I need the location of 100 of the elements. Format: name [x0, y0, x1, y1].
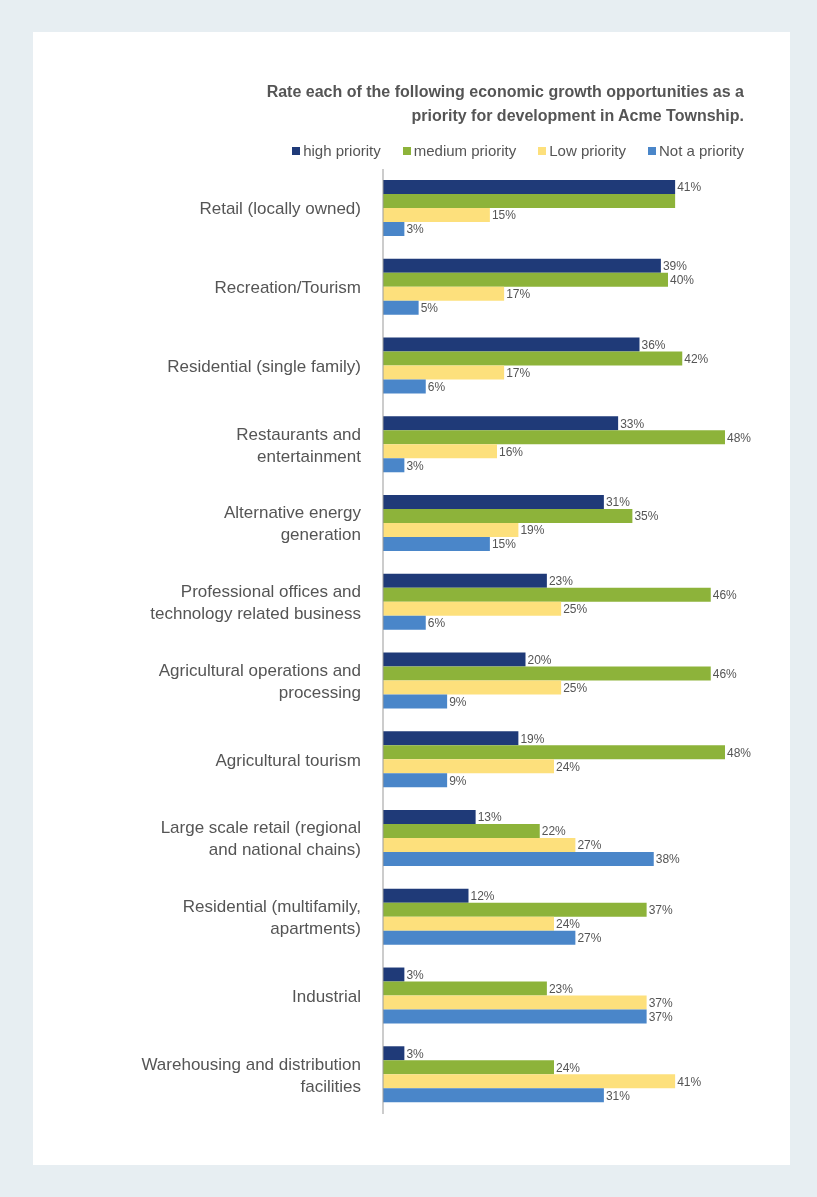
bar [383, 1060, 554, 1075]
bar [383, 222, 405, 237]
bar [383, 537, 490, 552]
data-label: 41% [677, 180, 702, 195]
data-label: 17% [506, 365, 531, 380]
legend-label: medium priority [413, 142, 517, 159]
bar [383, 666, 711, 681]
data-label: 9% [449, 694, 467, 709]
y-tick-label: Professional offices and technology related business [150, 581, 361, 623]
bar [383, 430, 725, 445]
bar [383, 258, 661, 273]
data-label: 35% [634, 509, 659, 524]
data-label: 19% [520, 523, 545, 538]
y-tick-label: Residential (multifamily, apartments) [182, 896, 361, 938]
data-label: 37% [648, 995, 673, 1010]
data-label: 6% [427, 616, 446, 631]
bar [383, 981, 547, 996]
data-label: 46% [712, 666, 738, 681]
y-tick-label: Warehousing and distribution facilities [141, 1054, 361, 1096]
data-label: 33% [620, 416, 645, 431]
bar [383, 916, 554, 931]
data-label: 40% [670, 273, 695, 288]
y-tick-label: Residential (single family) [167, 356, 361, 376]
data-label: 39% [662, 259, 688, 274]
bar [383, 810, 476, 825]
data-label: 3% [406, 1046, 425, 1061]
y-tick-label: Alternative energy generation [223, 502, 362, 544]
y-tick-label: Restaurants and entertainment [236, 424, 362, 466]
bar [383, 601, 562, 616]
y-tick-label: Agricultural tourism [215, 750, 361, 770]
bar [383, 615, 426, 630]
bar [383, 194, 676, 209]
data-label: 12% [470, 889, 495, 904]
bar [383, 365, 505, 380]
data-label: 27% [577, 931, 602, 946]
bar [383, 1074, 676, 1089]
bar [383, 208, 490, 223]
data-label: 20% [527, 652, 552, 667]
data-label: 3% [406, 458, 425, 473]
data-label: 17% [506, 287, 531, 302]
bar [383, 1046, 405, 1061]
legend-label: high priority [303, 142, 381, 159]
bar [383, 652, 526, 667]
bar [383, 587, 711, 602]
y-tick-label: Recreation/Tourism [214, 277, 361, 297]
y-tick-label: Industrial [292, 986, 361, 1006]
data-label: 23% [548, 981, 574, 996]
y-tick-label: Retail (locally owned) [199, 198, 361, 218]
y-tick-label: Agricultural operations and processing [158, 660, 361, 702]
data-label: 24% [556, 917, 581, 932]
data-label: 37% [648, 903, 673, 918]
bar [383, 1009, 647, 1024]
data-label: 41% [677, 1074, 702, 1089]
data-label: 25% [563, 602, 588, 617]
legend-label: Not a priority [658, 142, 744, 159]
bar [383, 286, 505, 301]
data-label: 38% [655, 852, 681, 867]
bar [383, 573, 547, 588]
bar [383, 838, 576, 853]
data-label: 37% [648, 1009, 673, 1024]
bar [383, 351, 683, 366]
bar [383, 416, 619, 431]
data-label: 22% [541, 824, 567, 839]
bar [383, 272, 668, 287]
data-label: 16% [499, 444, 524, 459]
bar [383, 495, 604, 510]
data-label: 25% [563, 680, 588, 695]
bar [383, 902, 647, 917]
bar [383, 337, 640, 352]
bar [383, 773, 448, 788]
data-label: 3% [406, 967, 425, 982]
bar [383, 731, 519, 746]
bar [383, 930, 576, 945]
data-label: 13% [477, 810, 502, 825]
bar [383, 300, 419, 315]
bar [383, 852, 654, 867]
data-label: 24% [556, 1060, 581, 1075]
bar [383, 967, 405, 982]
data-label: 5% [420, 301, 439, 316]
bar [383, 1088, 604, 1103]
data-label: 15% [491, 537, 517, 552]
data-label: 3% [406, 222, 425, 237]
data-label: 48% [727, 745, 752, 760]
bar [383, 509, 633, 524]
bar [383, 759, 554, 774]
data-label: 48% [727, 430, 752, 445]
data-label: 46% [712, 588, 738, 603]
data-label: 9% [449, 773, 467, 788]
bar [383, 888, 469, 903]
data-label: 36% [641, 337, 666, 352]
bar [383, 444, 497, 459]
bar [383, 523, 519, 538]
bar [383, 745, 725, 760]
legend-label: Low priority [549, 142, 626, 159]
bar [383, 694, 448, 709]
bar [383, 180, 676, 195]
bar [383, 824, 540, 839]
data-label: 23% [548, 574, 574, 589]
bar [383, 995, 647, 1010]
data-label: 27% [577, 838, 602, 853]
